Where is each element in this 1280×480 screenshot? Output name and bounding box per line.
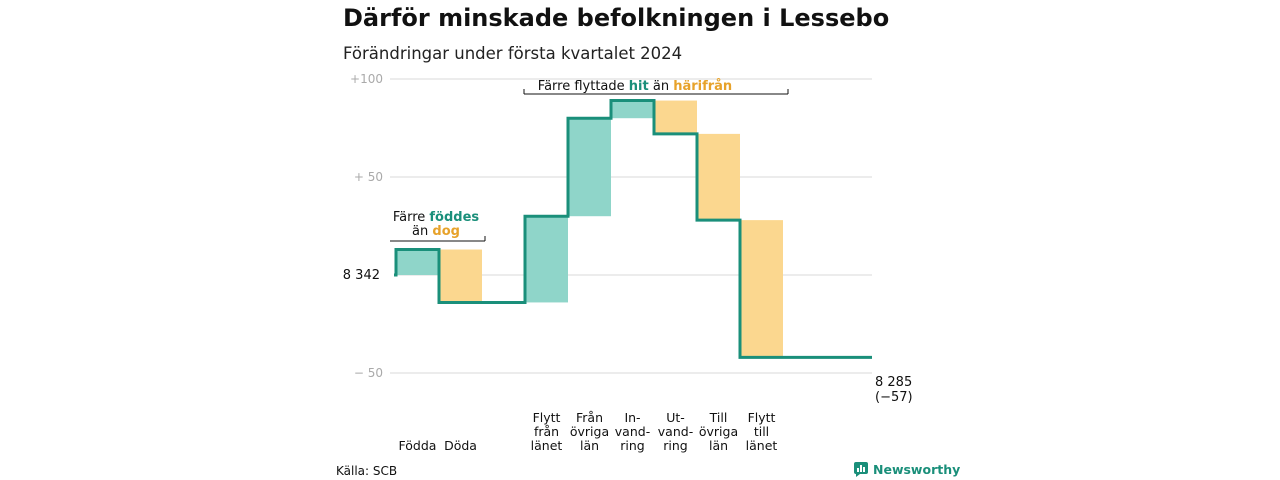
annotation-part: hit [629,79,649,94]
annotation-part: Färre flyttade [538,79,629,94]
annotation-births-deaths-line2: än dog [412,224,460,239]
annotation-part: härifrån [673,79,732,94]
category-label: In-vand-ring [615,410,650,453]
annotation-part: än [649,79,673,94]
brand-logo: Newsworthy [854,462,960,477]
category-label-line: län [580,438,599,453]
category-label-line: länet [746,438,778,453]
category-label-line: Flytt [533,410,561,425]
category-label-line: övriga [570,424,609,439]
end-change-label: (−57) [875,390,913,405]
category-label-line: Födda [399,438,437,453]
category-label: Ut-vand-ring [658,410,693,453]
source-note: Källa: SCB [336,464,398,478]
chart-subtitle: Förändringar under första kvartalet 2024 [343,44,683,63]
chart-title: Därför minskade befolkningen i Lessebo [343,4,890,32]
category-label-line: vand- [658,424,693,439]
category-label: Flytt till länet [746,410,778,453]
category-label-line: övriga [699,424,738,439]
category-label-line: vand- [615,424,650,439]
annotation-part: än [412,224,432,239]
category-label-line: Döda [444,438,477,453]
waterfall-bar [654,100,697,134]
y-tick-label: − 50 [354,366,383,380]
category-label: Födda [399,438,437,453]
waterfall-bar [396,249,439,275]
waterfall-bar [439,249,482,303]
category-label: Från övriga län [570,410,609,453]
annotation-part: dog [432,224,460,239]
category-label-line: In- [624,410,640,425]
cumulative-step-line [394,99,872,359]
y-tick-label: +100 [350,72,383,86]
category-label: Till övriga län [699,410,738,453]
brand-name: Newsworthy [873,462,961,477]
y-tick-label: + 50 [354,170,383,184]
annotation-part: föddes [429,210,479,225]
category-label-line: Till [709,410,728,425]
category-label-line: från [534,424,559,439]
annotation-part: Färre [393,210,430,225]
category-label-line: Från [576,410,603,425]
waterfall-bar [568,118,611,217]
waterfall-bar [697,133,740,221]
waterfall-bar [740,220,783,358]
waterfall-bar [611,100,654,119]
annotation-births-deaths: Färre föddes [393,210,480,225]
end-value-label: 8 285 [875,375,912,390]
category-label-line: ring [663,438,687,453]
category-label-line: Flytt [748,410,776,425]
category-label-line: till [754,424,769,439]
category-label-line: Ut- [666,410,685,425]
category-label: Flytt från länet [531,410,563,453]
annotation-migration: Färre flyttade hit än härifrån [538,79,732,94]
waterfall-bar [525,216,568,303]
category-label-line: länet [531,438,563,453]
category-label-line: ring [620,438,644,453]
newsworthy-logo-icon [854,462,868,477]
category-label: Döda [444,438,477,453]
start-value-label: 8 342 [343,268,380,283]
category-label-line: län [709,438,728,453]
